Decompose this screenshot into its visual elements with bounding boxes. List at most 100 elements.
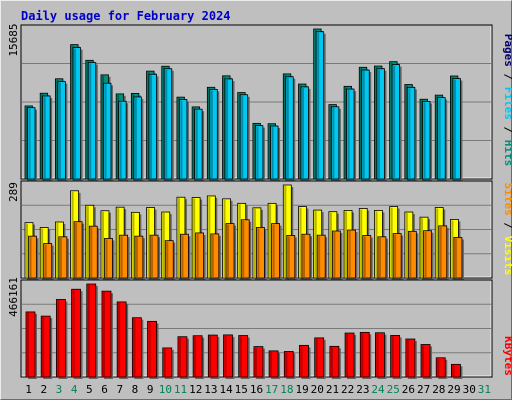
bar-kbytes-13: [207, 334, 218, 378]
bar-files-18: [285, 76, 294, 180]
bar-kbytes-28: [435, 357, 446, 378]
bar-sites-11-bevel: [181, 235, 184, 277]
bar-visits-27-bevel: [421, 218, 424, 277]
legend-label-1: Sites / Visits: [502, 183, 512, 276]
bar-kbytes-9: [147, 320, 157, 378]
bar-visits-16-bevel: [253, 208, 256, 277]
day-label-28: 28: [432, 383, 445, 396]
bar-hits-14-bevel: [223, 76, 226, 178]
legend-entry-1-2: Visits: [502, 236, 512, 276]
bar-kbytes-12-bevel: [194, 336, 197, 376]
bar-files-5: [87, 62, 97, 180]
bar-sites-19-bevel: [302, 235, 305, 277]
bar-sites-18-bevel: [287, 236, 290, 277]
ymax-label-0: 15685: [7, 23, 20, 56]
bar-hits-5-bevel: [86, 61, 89, 178]
bar-files-19-bevel: [301, 87, 304, 178]
bar-files-13: [209, 88, 218, 180]
bar-files-25: [391, 64, 401, 180]
bar-files-9: [148, 73, 157, 180]
bar-hits-10-bevel: [162, 67, 165, 178]
bar-kbytes-10-bevel: [163, 348, 166, 376]
chart-title: Daily usage for February 2024: [21, 9, 231, 23]
bar-visits-24-bevel: [375, 211, 378, 277]
legend-entry-0-1: /: [502, 67, 512, 87]
bar-visits-21-bevel: [329, 212, 332, 277]
bar-visits-6-bevel: [101, 211, 104, 277]
bar-files-27: [422, 101, 431, 180]
bar-sites-25-bevel: [394, 234, 397, 277]
bar-kbytes-27-bevel: [422, 345, 425, 376]
bar-kbytes-16-bevel: [254, 347, 257, 376]
bar-sites-1-bevel: [29, 237, 32, 277]
bar-hits-15-bevel: [238, 93, 241, 178]
day-label-31: 31: [478, 383, 491, 396]
bar-files-3-bevel: [58, 82, 61, 178]
bar-visits-28-bevel: [436, 208, 439, 277]
bar-files-7-bevel: [119, 102, 122, 178]
bar-files-10: [163, 68, 173, 180]
bar-kbytes-19-bevel: [300, 346, 303, 376]
bar-files-7: [118, 100, 127, 180]
bar-kbytes-1: [25, 311, 36, 378]
bar-kbytes-25: [390, 335, 401, 378]
bar-sites-26: [407, 230, 417, 279]
bar-kbytes-14: [223, 334, 233, 378]
legend-entry-0-4: Hits: [502, 140, 512, 167]
bar-kbytes-1-bevel: [27, 312, 29, 376]
bar-kbytes-6: [101, 290, 112, 378]
bar-kbytes-8: [131, 317, 142, 378]
bar-kbytes-23-bevel: [361, 333, 364, 376]
bar-sites-8: [134, 235, 144, 279]
bar-hits-2-bevel: [41, 94, 44, 178]
bar-kbytes-16: [253, 346, 264, 378]
bar-visits-10-bevel: [162, 213, 165, 277]
bar-visits-26-bevel: [405, 213, 408, 277]
bar-hits-19-bevel: [299, 85, 302, 178]
bar-sites-19: [301, 233, 311, 279]
bar-sites-23: [362, 235, 372, 279]
bar-sites-28: [438, 225, 448, 279]
bar-files-28-bevel: [438, 98, 441, 178]
bar-sites-17-bevel: [272, 224, 275, 277]
day-label-3: 3: [56, 383, 63, 396]
bar-files-17-bevel: [271, 127, 274, 178]
bar-hits-9-bevel: [147, 72, 150, 178]
bar-hits-21-bevel: [329, 105, 332, 178]
bar-files-23: [361, 69, 370, 180]
bar-kbytes-21: [329, 345, 340, 378]
bar-kbytes-20-bevel: [315, 338, 318, 376]
bar-files-11-bevel: [180, 100, 183, 178]
bar-hits-23-bevel: [360, 68, 363, 178]
bar-hits-17-bevel: [269, 124, 272, 178]
bar-hits-8-bevel: [132, 94, 135, 178]
bar-sites-15: [240, 219, 250, 279]
bar-hits-24-bevel: [375, 67, 378, 178]
bar-hits-4-bevel: [71, 45, 74, 179]
bar-kbytes-22: [344, 332, 355, 378]
ymax-label-2: 466161: [7, 277, 20, 317]
bar-sites-5: [88, 225, 98, 279]
legend-entry-2-0: KBytes: [502, 336, 512, 376]
bar-files-29: [452, 78, 461, 180]
bar-files-14: [224, 78, 233, 180]
bar-files-22-bevel: [347, 90, 350, 178]
bar-files-28: [437, 97, 446, 180]
day-label-12: 12: [189, 383, 202, 396]
bar-hits-29-bevel: [451, 77, 454, 178]
day-label-20: 20: [311, 383, 324, 396]
bar-sites-10-bevel: [166, 241, 169, 277]
bar-kbytes-26-bevel: [406, 340, 409, 376]
bar-kbytes-11-bevel: [178, 337, 181, 376]
bar-files-15: [239, 94, 249, 180]
bar-kbytes-20: [314, 337, 325, 378]
day-label-8: 8: [132, 383, 139, 396]
bar-sites-10: [164, 240, 174, 279]
bar-sites-28-bevel: [439, 226, 442, 277]
bar-kbytes-3: [55, 299, 66, 378]
bar-kbytes-9-bevel: [148, 322, 151, 376]
bar-visits-11-bevel: [177, 198, 180, 277]
bar-files-21-bevel: [332, 107, 335, 178]
bar-files-25-bevel: [393, 65, 396, 178]
bar-kbytes-3-bevel: [57, 300, 60, 376]
